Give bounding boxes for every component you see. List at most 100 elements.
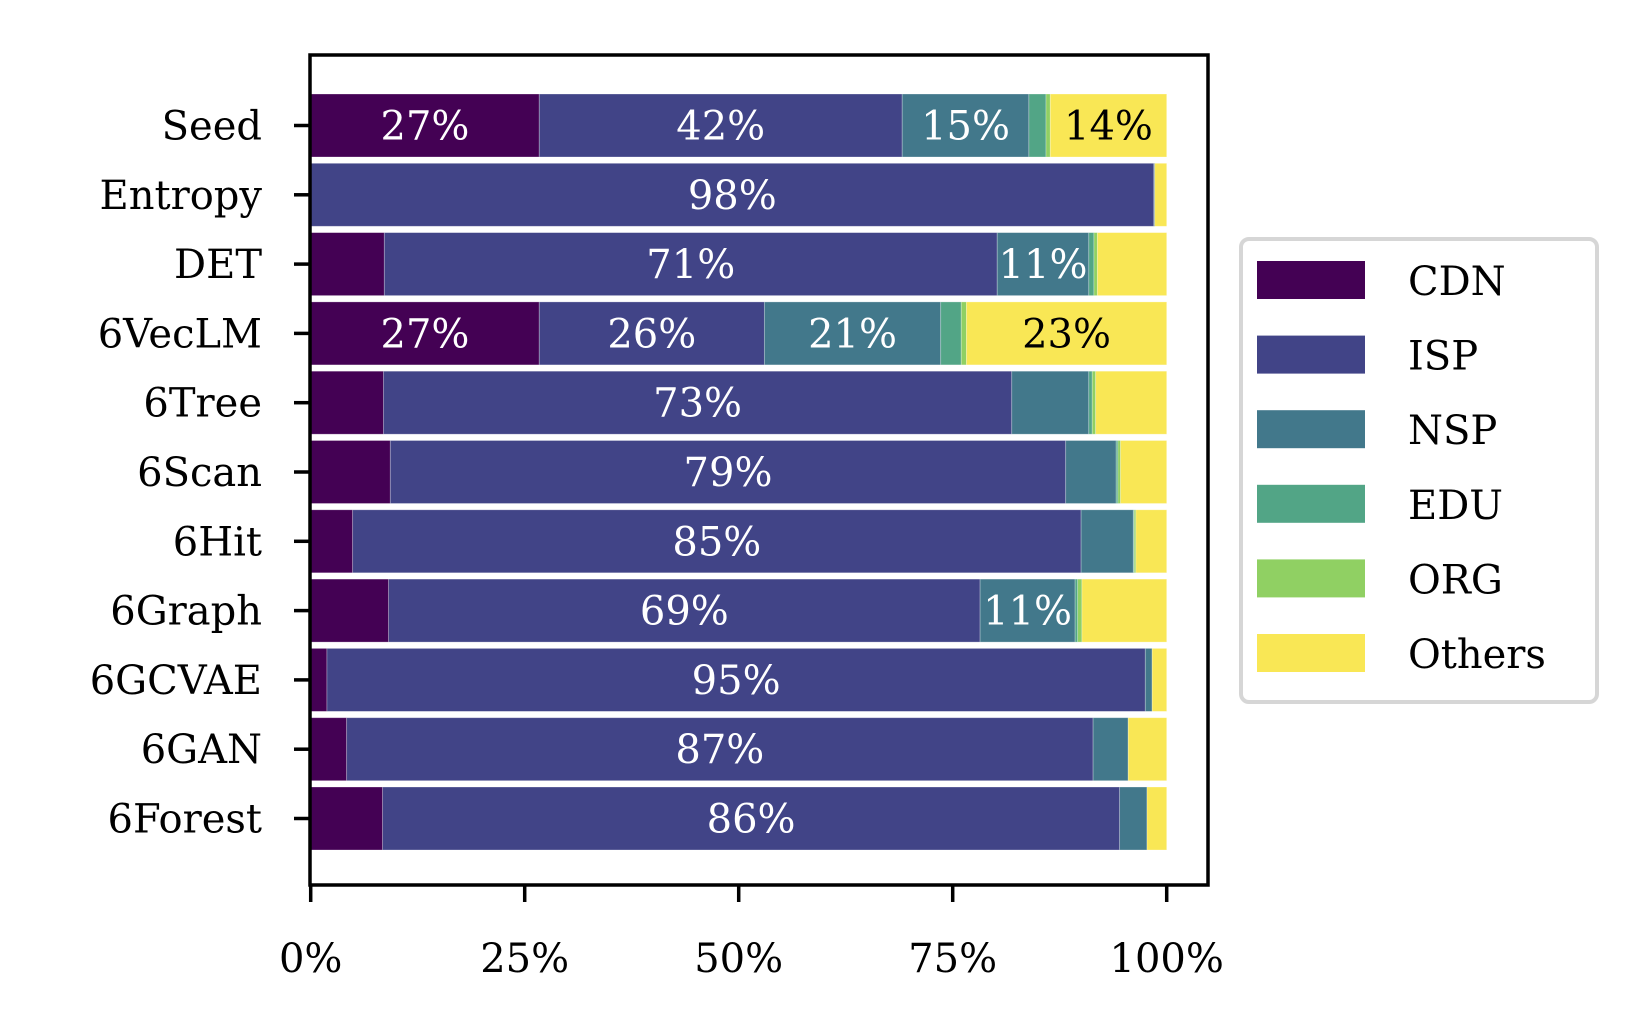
- x-tick-label: 0%: [279, 936, 342, 982]
- bar-segment-nsp: [1080, 509, 1134, 574]
- bar-segment-nsp: [1011, 370, 1090, 435]
- x-tick-label: 100%: [1110, 936, 1224, 982]
- y-tick-label: Seed: [162, 104, 262, 150]
- bar-segment-nsp: [1119, 786, 1148, 851]
- legend-swatch-cdn: [1257, 261, 1365, 299]
- bar-segment-others: [1095, 370, 1168, 435]
- legend-swatch-isp: [1257, 335, 1365, 374]
- data-label: 42%: [676, 104, 765, 150]
- legend: CDN ISP NSP EDU ORG Others: [1239, 237, 1599, 704]
- data-label: 73%: [653, 381, 742, 427]
- data-label: 69%: [640, 589, 729, 635]
- bar-segment-isp: [389, 440, 1067, 504]
- data-label: 23%: [1022, 311, 1111, 357]
- data-label: 79%: [684, 450, 773, 496]
- data-label: 27%: [381, 104, 470, 150]
- x-tick-label: 25%: [480, 936, 569, 982]
- bar-segment-edu: [940, 301, 962, 366]
- bar-segment-isp: [538, 301, 765, 366]
- bar-segment-edu: [1028, 93, 1047, 158]
- bar-segment-org: [1077, 578, 1083, 643]
- x-axis: 0% 25% 50% 75% 100%: [279, 885, 1224, 982]
- bar-segment-isp: [310, 162, 1155, 227]
- y-axis: Seed Entropy DET 6VecLM 6Tree 6Scan 6Hit 6Graph…: [90, 104, 310, 843]
- bar-segment-org: [960, 301, 967, 366]
- bar-segment-cdn: [310, 786, 384, 851]
- y-tick-label: 6Scan: [137, 450, 262, 496]
- bar-segment-isp: [538, 93, 903, 158]
- bar-segment-cdn: [310, 440, 391, 504]
- y-tick-label: DET: [174, 242, 262, 288]
- legend-label-org: ORG: [1408, 557, 1503, 603]
- data-labels-layer: 27% 42% 15% 14% 98% 71% 11% 27% 26% 21% 23% 73% 79% 8…: [381, 104, 1153, 843]
- legend-label-others: Others: [1408, 632, 1546, 678]
- bar-segment-isp: [352, 509, 1082, 574]
- bar-segment-nsp: [1065, 440, 1117, 504]
- data-label: 11%: [983, 589, 1072, 635]
- y-tick-label: 6VecLM: [98, 311, 262, 357]
- legend-label-isp: ISP: [1408, 334, 1478, 380]
- legend-swatch-edu: [1257, 484, 1365, 523]
- bar-segment-cdn: [310, 232, 385, 297]
- bar-segment-nsp: [1092, 717, 1129, 782]
- data-label: 27%: [381, 311, 470, 357]
- data-label: 71%: [646, 242, 735, 288]
- bar-segment-others: [1151, 648, 1168, 712]
- bar-segment-org: [1091, 370, 1097, 435]
- legend-label-nsp: NSP: [1408, 408, 1497, 454]
- bar-segment-others: [1096, 232, 1168, 297]
- bar-segment-isp: [383, 232, 998, 297]
- data-label: 95%: [692, 658, 781, 704]
- bars-layer: [310, 93, 1168, 851]
- bar-segment-others: [1154, 162, 1168, 227]
- bar-segment-edu: [1088, 370, 1093, 435]
- data-label: 11%: [999, 242, 1088, 288]
- bar-segment-isp: [383, 370, 1013, 435]
- x-tick-label: 50%: [694, 936, 783, 982]
- bar-segment-isp: [382, 786, 1121, 851]
- data-label: 87%: [675, 727, 764, 773]
- bar-segment-cdn: [310, 648, 328, 712]
- data-label: 15%: [921, 104, 1010, 150]
- bar-segment-cdn: [310, 578, 389, 643]
- bar-segment-org: [1045, 93, 1051, 158]
- bar-segment-nsp: [996, 232, 1090, 297]
- data-label: 98%: [688, 173, 777, 219]
- bar-segment-org: [1093, 232, 1098, 297]
- bar-segment-nsp: [763, 301, 942, 366]
- data-label: 14%: [1064, 104, 1153, 150]
- bar-segment-nsp: [1144, 648, 1153, 712]
- y-tick-label: Entropy: [100, 173, 263, 219]
- bar-segment-edu: [1088, 232, 1095, 297]
- bar-segment-cdn: [310, 717, 348, 782]
- bar-segment-others: [1146, 786, 1168, 851]
- bar-segment-others: [1135, 509, 1168, 574]
- legend-swatch-nsp: [1257, 410, 1365, 449]
- x-tick-label: 75%: [908, 936, 997, 982]
- legend-label-edu: EDU: [1408, 483, 1503, 529]
- bar-segment-others: [965, 301, 1168, 366]
- bar-segment-others: [1127, 717, 1168, 782]
- y-tick-label: 6GAN: [141, 727, 262, 773]
- data-label: 26%: [607, 311, 696, 357]
- y-tick-label: 6GCVAE: [90, 658, 262, 704]
- y-tick-label: 6Hit: [173, 519, 262, 565]
- bar-segment-others: [1049, 93, 1168, 158]
- y-tick-label: 6Forest: [108, 797, 263, 843]
- bar-segment-cdn: [310, 509, 354, 574]
- bar-segment-others: [1120, 440, 1168, 504]
- y-tick-label: 6Graph: [110, 589, 262, 635]
- bar-segment-others: [1081, 578, 1168, 643]
- y-tick-label: 6Tree: [143, 381, 262, 427]
- legend-swatch-org: [1257, 559, 1365, 598]
- bar-segment-nsp: [901, 93, 1030, 158]
- bar-segment-cdn: [310, 370, 384, 435]
- bar-segment-isp: [346, 717, 1094, 782]
- data-label: 85%: [672, 519, 761, 565]
- data-label: 21%: [808, 311, 897, 357]
- bar-segment-cdn: [310, 301, 540, 366]
- legend-swatch-others: [1257, 634, 1365, 672]
- data-label: 86%: [707, 797, 796, 843]
- plot-frame: [308, 53, 1210, 887]
